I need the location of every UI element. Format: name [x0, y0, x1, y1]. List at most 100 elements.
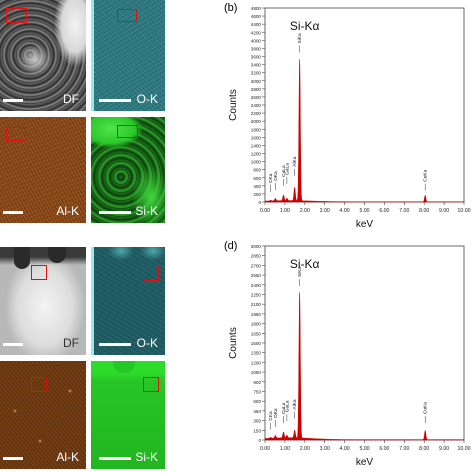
- c1-xtick-label: 1.00: [280, 446, 290, 452]
- bottom-ok-map: O-K: [91, 247, 165, 355]
- top-df-roi: [6, 8, 27, 23]
- c1-ylabel: Counts: [228, 327, 239, 359]
- c0-ytick-label: 2200: [251, 111, 262, 116]
- c1-ytick-label: 1350: [251, 351, 262, 356]
- c0-xtick-label: 10.00: [458, 208, 471, 214]
- c1-ytick-label: 2850: [251, 254, 262, 259]
- c0-xtick-label: 4.00: [340, 208, 350, 214]
- top-ok-map: O-K: [91, 0, 165, 111]
- c0-ytick-label: 3600: [251, 55, 262, 60]
- c1-ytick-label: 2250: [251, 293, 262, 298]
- c1-ytick-label: 1050: [251, 370, 262, 375]
- c1-xtick-label: 8.00: [419, 446, 429, 452]
- c1-ytick-label: 1500: [251, 341, 262, 346]
- c0-peak-label: GaLa: [284, 163, 290, 175]
- c1-ytick-label: 150: [253, 428, 261, 433]
- c1-xtick-label: 7.00: [399, 446, 409, 452]
- c1-xtick-label: 4.00: [340, 446, 350, 452]
- bottom-df-image: DF: [0, 247, 86, 355]
- bottom-sik-label: Si-K: [135, 450, 158, 464]
- c1-ytick-label: 1950: [251, 312, 262, 317]
- c1-ytick-label: 450: [253, 409, 261, 414]
- c0-ytick-label: 2000: [251, 119, 262, 124]
- c0-peak-label: OKa: [273, 171, 279, 181]
- c0-ytick-label: 0: [258, 200, 261, 205]
- c1-ytick-label: 1800: [251, 322, 262, 327]
- c0-xtick-label: 0.00: [260, 208, 270, 214]
- c0-ytick-label: 3400: [251, 63, 262, 68]
- c0-ytick-label: 4200: [251, 30, 262, 35]
- bottom-sik-scale-bar: [99, 457, 131, 460]
- bottom-alk-scale-bar: [3, 457, 23, 460]
- c0-ytick-label: 1600: [251, 135, 262, 140]
- c0-ytick-label: 600: [253, 176, 261, 181]
- c1-xtick-label: 5.00: [359, 446, 369, 452]
- bottom-sik-roi: [143, 377, 159, 392]
- c0-ytick-label: 1000: [251, 160, 262, 165]
- c1-ytick-label: 900: [253, 380, 261, 385]
- spectrum-chart-d: (d) 0 150 300 450 600 750 900 1050 1200 1350 1500 16…: [224, 240, 471, 468]
- c0-xtick-label: 6.00: [379, 208, 389, 214]
- bottom-sik-map: Si-K: [91, 361, 165, 469]
- c1-ytick-label: 2100: [251, 302, 262, 307]
- c0-xtick-label: 2.00: [300, 208, 310, 214]
- c1-spectrum-series: [264, 292, 465, 441]
- top-ok-scale-bar: [99, 99, 131, 102]
- c1-xtick-label: 9.00: [439, 446, 449, 452]
- top-alk-scale-bar: [3, 211, 23, 214]
- c1-xtick-label: 2.00: [300, 446, 310, 452]
- c1-peak-label: OKa: [273, 408, 279, 418]
- c0-peak-label: CKa: [268, 173, 274, 183]
- c0-ytick-label: 4600: [251, 14, 262, 19]
- top-alk-map: Al-K: [0, 117, 86, 223]
- c0-ytick-label: 4000: [251, 38, 262, 43]
- top-ok-roi: [117, 9, 137, 22]
- c1-xtick-label: 6.00: [379, 446, 389, 452]
- c0-ytick-label: 4400: [251, 22, 262, 27]
- c1-ytick-label: 1200: [251, 360, 262, 365]
- c0-peak-label: AlKa: [292, 156, 298, 166]
- spectrum-chart-b: (b) 0 200 400 600 800 1000 1200 1400 1600 1800 2000…: [224, 2, 471, 230]
- c1-ytick-label: 1650: [251, 331, 262, 336]
- c1-peak-label: CuKa: [423, 402, 429, 414]
- bottom-df-scale-bar: [3, 343, 23, 346]
- top-sik-scale-bar: [99, 211, 131, 214]
- top-sik-label: Si-K: [135, 204, 158, 218]
- c1-ytick-label: 2550: [251, 273, 262, 278]
- c0-ylabel: Counts: [228, 89, 239, 121]
- c1-xtick-label: 0.00: [260, 446, 270, 452]
- c0-ytick-label: 2800: [251, 87, 262, 92]
- top-df-scale-bar: [3, 99, 23, 102]
- bottom-ok-label: O-K: [136, 336, 158, 350]
- top-df-image: DF: [0, 0, 86, 111]
- c1-ytick-label: 2400: [251, 283, 262, 288]
- c1-plot-frame: [264, 245, 465, 441]
- bottom-alk-label: Al-K: [56, 450, 79, 464]
- c0-ytick-label: 3000: [251, 79, 262, 84]
- c1-ytick-label: 3000: [251, 244, 262, 249]
- c1-peak-label: GaLa: [284, 400, 290, 412]
- c0-ytick-label: 400: [253, 184, 261, 189]
- c1-peak-label: CuLa: [281, 402, 287, 414]
- c0-xtick-label: 1.00: [280, 208, 290, 214]
- bottom-alk-roi: [31, 377, 47, 392]
- c0-xtick-label: 8.00: [419, 208, 429, 214]
- c0-ytick-label: 1800: [251, 127, 262, 132]
- c0-peak-label: CuKa: [423, 169, 429, 181]
- c0-xtick-label: 7.00: [399, 208, 409, 214]
- c0-ytick-label: 800: [253, 168, 261, 173]
- top-alk-roi: [6, 127, 26, 141]
- c0-ytick-label: 3200: [251, 71, 262, 76]
- c0-panel-label: (b): [224, 2, 237, 14]
- c0-ytick-label: 1400: [251, 143, 262, 148]
- top-sik-roi: [117, 125, 138, 138]
- c1-ytick-label: 2700: [251, 263, 262, 268]
- c0-ytick-label: 2600: [251, 95, 262, 100]
- c1-peak-label: AlKa: [292, 399, 298, 409]
- c0-xtick-label: 5.00: [359, 208, 369, 214]
- c0-annotation: Si-Kα: [290, 19, 320, 33]
- c1-peak-label: CKa: [268, 411, 274, 421]
- bottom-ok-roi: [143, 265, 159, 281]
- bottom-df-label: DF: [63, 336, 79, 350]
- c1-ytick-label: 300: [253, 419, 261, 424]
